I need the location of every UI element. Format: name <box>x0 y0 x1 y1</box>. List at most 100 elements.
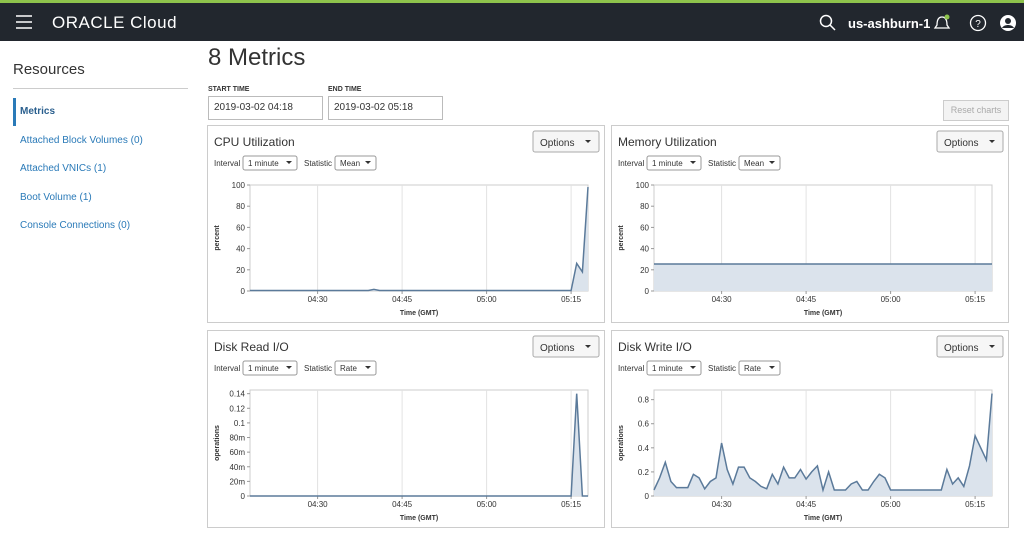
dropdown-box <box>242 360 298 376</box>
search-icon[interactable] <box>819 14 837 32</box>
region-selector[interactable]: us-ashburn-1 <box>848 16 931 31</box>
start-input[interactable]: 2019-03-02 04:18 <box>208 96 323 120</box>
statistic-label: Statistic <box>304 364 332 373</box>
y-tick-label: 0.4 <box>638 444 650 453</box>
options-button[interactable]: Options <box>936 130 1004 153</box>
chart-panel: Memory Utilization Options Interval 1 minut… <box>611 125 1009 323</box>
x-tick-label: 05:15 <box>561 500 582 509</box>
dropdown-caret <box>365 366 371 369</box>
y-tick-label: 20 <box>236 266 245 275</box>
y-tick-label: 0 <box>241 287 246 296</box>
sidebar-item[interactable]: Attached VNICs (1) <box>20 163 107 174</box>
statistic-dropdown[interactable]: Mean <box>334 155 377 171</box>
y-tick-label: 60 <box>640 223 649 232</box>
y-tick-label: 60m <box>229 448 245 457</box>
x-tick-label: 04:45 <box>796 500 817 509</box>
chart: Disk Read I/O Options Interval 1 minute Stat… <box>214 335 600 522</box>
x-tick-label: 05:15 <box>965 500 986 509</box>
interval-label: Interval <box>618 159 644 168</box>
dropdown-value: 1 minute <box>248 159 279 168</box>
button-caret <box>585 140 591 143</box>
x-tick-label: 04:30 <box>308 500 329 509</box>
y-axis-label: operations <box>214 425 221 461</box>
button-caret <box>585 345 591 348</box>
chart-panel: CPU Utilization Options Interval 1 minute St… <box>207 125 605 323</box>
x-tick-label: 04:45 <box>392 295 413 304</box>
y-tick-label: 20 <box>640 266 649 275</box>
dropdown-caret <box>769 161 775 164</box>
dropdown-caret <box>690 366 696 369</box>
button-box <box>936 130 1004 153</box>
dropdown-value: Rate <box>744 364 761 373</box>
statistic-label: Statistic <box>304 159 332 168</box>
button-label: Options <box>944 138 978 149</box>
end-input[interactable]: 2019-03-02 05:18 <box>328 96 443 120</box>
y-tick-label: 0.1 <box>234 419 246 428</box>
dropdown-caret <box>286 366 292 369</box>
dropdown-box <box>334 360 377 376</box>
statistic-label: Statistic <box>708 364 736 373</box>
statistic-dropdown[interactable]: Mean <box>738 155 781 171</box>
x-tick-label: 05:15 <box>561 295 582 304</box>
interval-dropdown[interactable]: 1 minute <box>646 155 702 171</box>
dropdown-value: Mean <box>340 159 360 168</box>
statistic-dropdown[interactable]: Rate <box>738 360 781 376</box>
x-tick-label: 04:45 <box>392 500 413 509</box>
button-box <box>936 335 1004 358</box>
svg-text:?: ? <box>975 19 981 30</box>
y-axis-label: operations <box>618 425 625 461</box>
options-button[interactable]: Options <box>532 335 600 358</box>
chart-title: Disk Read I/O <box>214 340 289 354</box>
button-box <box>532 130 600 153</box>
dropdown-value: Mean <box>744 159 764 168</box>
chart: Disk Write I/O Options Interval 1 minute Sta… <box>618 335 1004 522</box>
menu-icon[interactable] <box>16 14 36 30</box>
y-tick-label: 80m <box>229 434 245 443</box>
dropdown-value: Rate <box>340 364 357 373</box>
interval-dropdown[interactable]: 1 minute <box>646 360 702 376</box>
header-icons[interactable]: ? <box>930 13 1020 33</box>
chart-title: Memory Utilization <box>618 135 717 149</box>
y-tick-label: 40 <box>236 245 245 254</box>
dropdown-value: 1 minute <box>248 364 279 373</box>
chart-panel: Disk Read I/O Options Interval 1 minute Stat… <box>207 330 605 528</box>
y-tick-label: 100 <box>232 181 246 190</box>
y-tick-label: 0.8 <box>638 396 650 405</box>
plot-area <box>653 389 993 497</box>
options-button[interactable]: Options <box>532 130 600 153</box>
interval-dropdown[interactable]: 1 minute <box>242 360 298 376</box>
sidebar-item[interactable]: Console Connections (0) <box>20 220 131 231</box>
dropdown-box <box>646 360 702 376</box>
y-axis-label: percent <box>618 225 625 251</box>
interval-label: Interval <box>214 159 240 168</box>
line <box>653 393 993 493</box>
plot-area <box>249 184 589 292</box>
y-tick-label: 0 <box>241 492 246 501</box>
y-tick-label: 80 <box>640 202 649 211</box>
chart-title: CPU Utilization <box>214 135 295 149</box>
sidebar-item[interactable]: Attached Block Volumes (0) <box>20 134 143 146</box>
options-button[interactable]: Options <box>936 335 1004 358</box>
reset-button[interactable]: Reset charts <box>943 100 1009 121</box>
dropdown-caret <box>286 161 292 164</box>
x-tick-label: 05:00 <box>477 500 498 509</box>
dropdown-box <box>738 155 781 171</box>
area <box>654 264 992 291</box>
sidebar-item[interactable]: Boot Volume (1) <box>20 191 92 203</box>
statistic-dropdown[interactable]: Rate <box>334 360 377 376</box>
header: ORACLE Cloud us-ashburn-1 ? <box>0 0 1024 41</box>
interval-dropdown[interactable]: 1 minute <box>242 155 298 171</box>
y-axis-label: percent <box>214 225 221 251</box>
page-title: 8 Metrics <box>208 44 306 71</box>
y-tick-label: 0 <box>645 287 650 296</box>
sidebar: Resources Metrics Attached Block Volumes … <box>0 41 200 535</box>
y-tick-label: 60 <box>236 223 245 232</box>
chart: CPU Utilization Options Interval 1 minute St… <box>214 130 600 317</box>
dropdown-caret <box>365 161 371 164</box>
button-label: Options <box>540 138 574 149</box>
x-tick-label: 05:00 <box>477 295 498 304</box>
sidebar-item[interactable]: Metrics <box>13 98 55 126</box>
x-tick-label: 05:00 <box>881 500 902 509</box>
dropdown-box <box>738 360 781 376</box>
interval-label: Interval <box>618 364 644 373</box>
